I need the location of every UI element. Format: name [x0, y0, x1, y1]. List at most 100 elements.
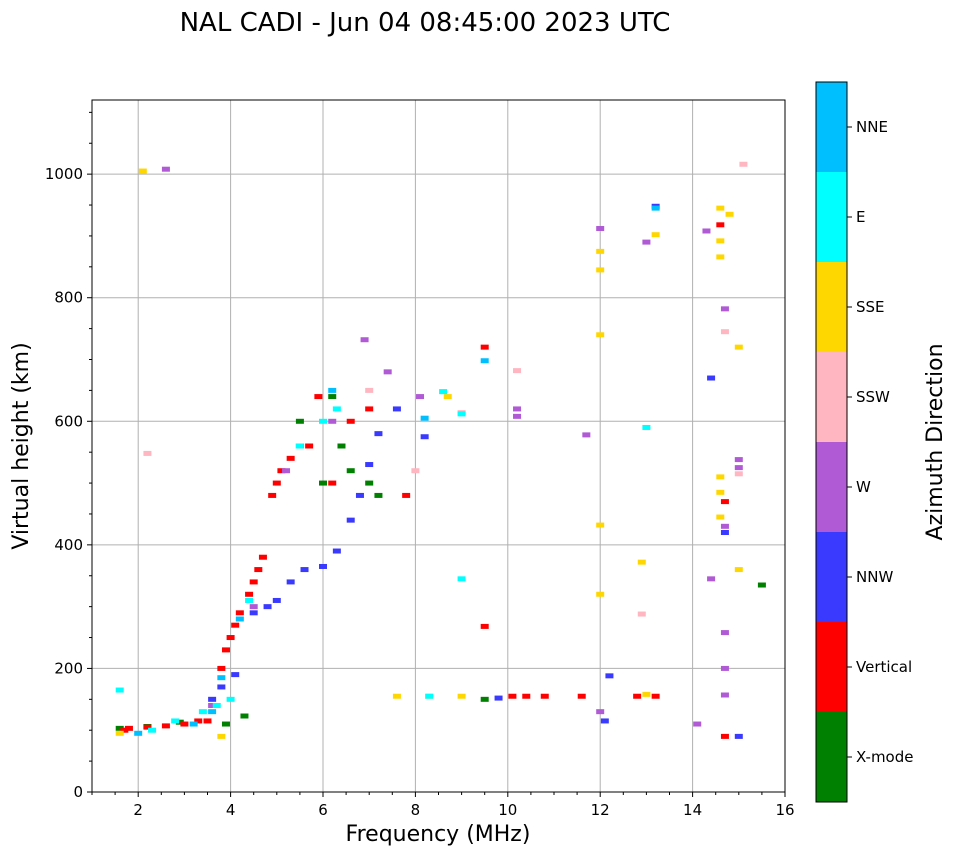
- data-point: [420, 415, 429, 421]
- data-point: [235, 610, 244, 616]
- data-point: [734, 465, 743, 471]
- data-point: [346, 418, 355, 424]
- colorbar-label: NNW: [856, 568, 893, 586]
- data-point: [249, 579, 258, 585]
- data-point: [231, 672, 240, 678]
- data-point: [286, 455, 295, 461]
- data-point: [208, 709, 217, 715]
- colorbar-segment: [816, 352, 847, 442]
- data-point: [245, 597, 254, 603]
- colorbar-label: NNE: [856, 118, 888, 136]
- data-point: [328, 394, 337, 400]
- data-point: [425, 693, 434, 699]
- data-point: [161, 166, 170, 172]
- colorbar: X-mode Vertical NNW W SSW SSE E NNE: [816, 82, 913, 802]
- data-point: [513, 368, 522, 374]
- data-point: [716, 514, 725, 520]
- data-point: [319, 418, 327, 424]
- data-point: [365, 462, 374, 468]
- data-point: [249, 604, 258, 610]
- data-point: [522, 693, 531, 699]
- data-point: [143, 450, 152, 456]
- data-point: [392, 406, 401, 412]
- data-points: [115, 161, 766, 739]
- data-point: [637, 611, 646, 617]
- data-point: [226, 635, 235, 641]
- data-point: [240, 713, 249, 719]
- colorbar-segment: [816, 622, 847, 712]
- data-point: [194, 718, 203, 724]
- chart-title: NAL CADI - Jun 04 08:45:00 2023 UTC: [180, 8, 671, 38]
- data-point: [457, 693, 466, 699]
- data-point: [720, 733, 729, 739]
- data-point: [268, 492, 277, 498]
- data-point: [693, 721, 702, 727]
- data-point: [513, 413, 522, 419]
- data-point: [716, 489, 725, 495]
- y-tick-label: 1000: [45, 165, 83, 183]
- x-tick-label: 10: [498, 801, 517, 819]
- data-point: [226, 696, 235, 702]
- data-point: [305, 443, 314, 449]
- data-point: [596, 226, 605, 232]
- y-axis-ticks: 0 200 400 600 800 1000: [45, 111, 92, 801]
- y-axis-title: Virtual height (km): [9, 342, 34, 549]
- data-point: [374, 492, 383, 498]
- data-point: [633, 693, 642, 699]
- colorbar-label: W: [856, 478, 871, 496]
- data-point: [734, 471, 743, 477]
- data-point: [208, 696, 217, 702]
- data-point: [513, 406, 522, 412]
- data-point: [360, 337, 369, 343]
- data-point: [217, 733, 226, 739]
- colorbar-segment: [816, 442, 847, 532]
- data-point: [734, 344, 743, 350]
- data-point: [258, 554, 267, 560]
- data-point: [217, 665, 226, 671]
- data-point: [480, 358, 489, 364]
- data-point: [134, 730, 143, 736]
- data-point: [642, 424, 651, 430]
- data-point: [217, 684, 226, 690]
- data-point: [596, 709, 605, 715]
- data-point: [420, 434, 429, 440]
- data-point: [402, 492, 411, 498]
- data-point: [175, 719, 184, 725]
- data-point: [716, 474, 725, 480]
- data-point: [217, 675, 226, 681]
- data-point: [346, 517, 355, 523]
- data-point: [346, 468, 355, 474]
- data-point: [637, 559, 646, 565]
- x-tick-label: 6: [318, 801, 328, 819]
- data-point: [734, 567, 743, 573]
- data-point: [600, 718, 609, 724]
- data-point: [439, 389, 448, 395]
- data-point: [720, 692, 729, 698]
- data-point: [457, 411, 466, 417]
- x-axis-title: Frequency (MHz): [346, 822, 531, 847]
- data-point: [416, 394, 425, 400]
- data-point: [148, 727, 157, 733]
- data-point: [651, 693, 660, 699]
- data-point: [716, 254, 725, 260]
- x-tick-label: 14: [683, 801, 702, 819]
- data-point: [319, 480, 327, 486]
- data-point: [651, 205, 660, 211]
- data-point: [725, 211, 734, 217]
- data-point: [720, 523, 729, 529]
- y-tick-label: 800: [54, 289, 83, 307]
- data-point: [203, 718, 212, 724]
- data-point: [332, 548, 341, 554]
- data-point: [720, 630, 729, 636]
- colorbar-label: SSE: [856, 298, 885, 316]
- data-point: [411, 468, 420, 474]
- data-point: [480, 623, 489, 629]
- data-point: [596, 267, 605, 273]
- data-point: [720, 499, 729, 505]
- x-axis-ticks: 2 4 6 8 10 12 14 16: [91, 792, 795, 819]
- colorbar-segment: [816, 262, 847, 352]
- data-point: [739, 161, 748, 167]
- data-point: [221, 721, 230, 727]
- data-point: [208, 703, 217, 708]
- data-point: [115, 730, 124, 736]
